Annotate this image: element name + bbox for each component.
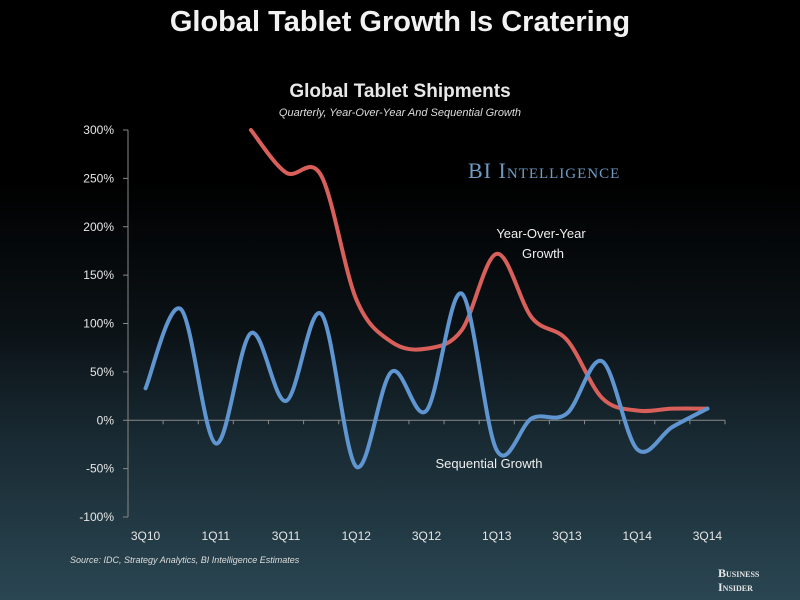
yoy-annotation-line1: Year-Over-Year: [496, 226, 586, 241]
y-tick-label: 0%: [97, 413, 115, 427]
y-tick-label: 50%: [90, 365, 114, 379]
y-tick-label: -50%: [86, 462, 114, 476]
series-group: [143, 128, 710, 470]
x-tick-label: 3Q14: [693, 529, 723, 543]
y-tick-label: 100%: [83, 317, 114, 331]
source-note: Source: IDC, Strategy Analytics, BI Inte…: [70, 555, 300, 565]
y-tick-label: 150%: [83, 268, 114, 282]
page-title: Global Tablet Growth Is Cratering: [169, 6, 631, 38]
logo-line2: Insider: [718, 580, 753, 594]
logo-line1: Business: [718, 566, 760, 580]
x-tick-label: 3Q11: [272, 529, 301, 543]
chart-subtitle: Quarterly, Year-Over-Year And Sequential…: [278, 107, 522, 119]
y-tick-label: -100%: [79, 510, 114, 524]
axes: [123, 129, 726, 518]
x-tick-label: 1Q12: [342, 529, 372, 543]
sequential-growth-line: [143, 291, 710, 470]
x-tick-label: 1Q11: [202, 529, 231, 543]
x-tick-label: 1Q13: [482, 529, 512, 543]
bi-intelligence-logo: BI Intelligence: [468, 158, 621, 183]
x-tick-label: 1Q14: [623, 529, 653, 543]
x-tick-label: 3Q13: [552, 529, 582, 543]
chart-title: Global Tablet Shipments: [289, 81, 511, 102]
yoy-annotation-line2: Growth: [522, 246, 564, 261]
tick-labels: -100% -50% 0% 50% 100% 150% 200% 250% 300% 3Q10 1Q…: [79, 123, 722, 543]
x-tick-label: 3Q10: [131, 529, 161, 543]
y-tick-label: 300%: [83, 123, 114, 137]
y-tick-label: 200%: [83, 220, 114, 234]
x-tick-label: 3Q12: [412, 529, 442, 543]
business-insider-logo: Business Insider: [718, 566, 759, 594]
y-tick-label: 250%: [83, 171, 114, 185]
yoy-growth-line: [248, 128, 710, 414]
sequential-annotation: Sequential Growth: [436, 456, 543, 471]
